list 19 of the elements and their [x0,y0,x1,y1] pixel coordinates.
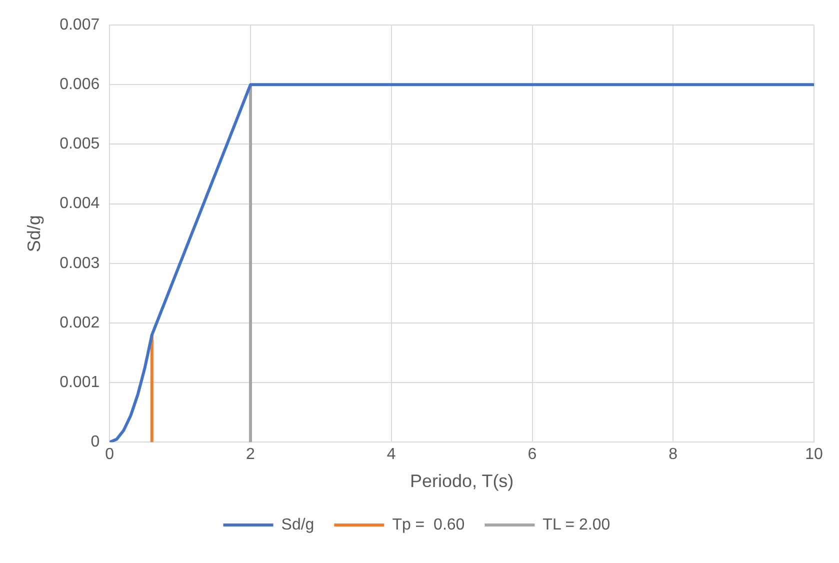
y-tick-label: 0.001 [60,374,100,392]
x-tick-label: 4 [386,446,396,464]
y-tick-label: 0 [90,434,100,451]
x-tick-label: 6 [528,446,537,464]
legend-label: Tp = 0.60 [392,516,465,534]
y-tick-label: 0.006 [60,76,100,94]
legend-label: Sd/g [281,516,314,534]
y-tick-label: 0.007 [60,16,100,34]
x-axis-title: Periodo, T(s) [410,471,514,492]
legend-label: TL = 2.00 [542,516,610,534]
y-tick-label: 0.004 [60,195,100,212]
x-tick-label: 0 [105,446,114,464]
y-tick-label: 0.005 [60,136,100,153]
y-axis-title: Sd/g [24,215,44,252]
y-tick-label: 0.002 [60,314,100,332]
x-tick-label: 8 [668,446,678,464]
y-tick-label: 0.003 [60,254,100,272]
x-tick-label: 10 [805,446,823,464]
x-tick-label: 2 [246,446,256,464]
